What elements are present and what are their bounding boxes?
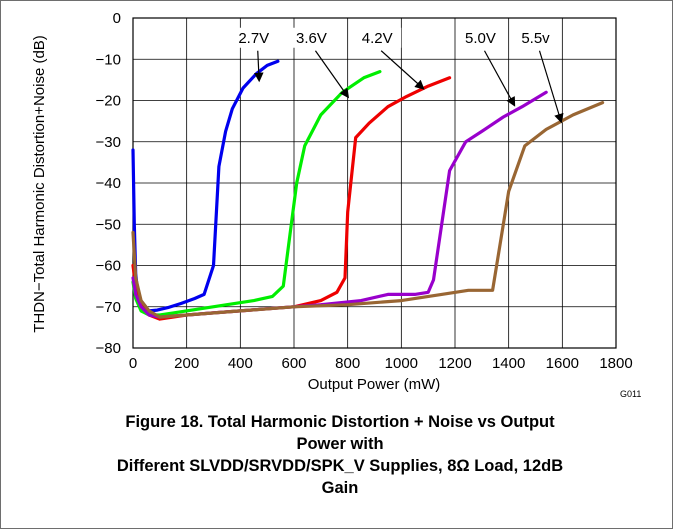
caption-line-2: Power with [296, 435, 384, 453]
x-tick-label: 1800 [599, 355, 632, 372]
annotation-backing [229, 27, 278, 48]
y-tick-label: 0 [113, 10, 121, 27]
annotation-arrow [483, 50, 516, 107]
series-annotation-label: 5.5v [521, 30, 550, 47]
y-tick-label: −10 [96, 51, 121, 68]
caption-line-1: Figure 18. Total Harmonic Distortion + N… [125, 413, 555, 431]
annotation-arrow [314, 50, 350, 99]
y-tick-label: −60 [96, 258, 121, 275]
y-tick-label: −70 [96, 299, 121, 316]
graph-id: G011 [620, 389, 641, 399]
annotation-arrow [538, 50, 564, 124]
y-tick-label: −80 [96, 340, 121, 357]
x-tick-label: 0 [129, 355, 137, 372]
series-annotation-label: 5.0V [465, 30, 496, 47]
series-line [131, 59, 280, 313]
series-line [131, 76, 452, 321]
y-axis-label: THDN−Total Harmonic Distortion+Noise (dB… [31, 35, 48, 333]
y-tick-label: −30 [96, 134, 121, 151]
annotation-backing [456, 27, 505, 48]
x-tick-label: 1200 [438, 355, 471, 372]
series-line [131, 90, 548, 319]
y-tick-label: −50 [96, 216, 121, 233]
x-axis-label: Output Power (mW) [308, 376, 441, 393]
tick-labels: 0 200 400 600 800 1000 1200 1400 1600 1800 0 −10 −20… [96, 10, 633, 372]
x-tick-label: 600 [281, 355, 306, 372]
series-annotation-label: 3.6V [296, 30, 327, 47]
annotation-backing [287, 27, 336, 48]
caption-line-4: Gain [321, 479, 359, 497]
x-tick-label: 400 [228, 355, 253, 372]
series-group [131, 59, 605, 321]
y-tick-label: −40 [96, 175, 121, 192]
annotation-backing [511, 27, 560, 48]
caption-line-3: Different SLVDD/SRVDD/SPK_V Supplies, 8Ω… [116, 457, 564, 475]
figure-caption-subtitle: Different SLVDD/SRVDD/SPK_V Supplies, 8Ω… [40, 455, 640, 499]
x-tick-label: 200 [174, 355, 199, 372]
thdn-chart: 2.7V 3.6V 4.2V 5.0V 5.5v 0 200 400 600 800 1000 12… [31, 10, 641, 399]
annotation-arrow [253, 50, 264, 83]
series-line [131, 100, 605, 319]
x-tick-label: 1000 [385, 355, 418, 372]
figure-caption-title: Figure 18. Total Harmonic Distortion + N… [40, 411, 640, 455]
x-tick-label: 800 [335, 355, 360, 372]
annotations: 2.7V 3.6V 4.2V 5.0V 5.5v [229, 27, 564, 124]
annotation-arrow [380, 50, 425, 90]
x-tick-label: 1400 [492, 355, 525, 372]
series-annotation-label: 2.7V [238, 30, 269, 47]
annotation-backing [353, 27, 402, 48]
series-annotation-label: 4.2V [362, 30, 393, 47]
x-tick-label: 1600 [546, 355, 579, 372]
y-tick-label: −20 [96, 93, 121, 110]
